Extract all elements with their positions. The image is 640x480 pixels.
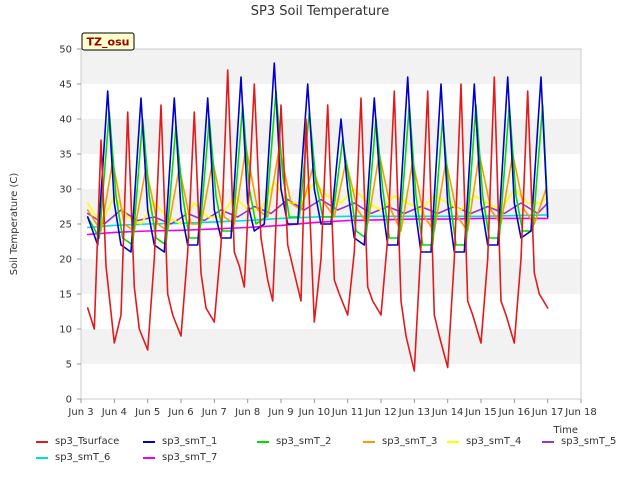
- x-tick-label: Jun 16: [498, 407, 531, 418]
- y-tick-label: 10: [59, 325, 72, 336]
- legend-swatch: [257, 440, 269, 443]
- legend-label: sp3_smT_1: [162, 436, 218, 447]
- y-tick-label: 0: [66, 395, 72, 406]
- legend-item-sp3_smT_3: sp3_smT_3: [363, 436, 437, 447]
- x-tick-label: Jun 11: [331, 407, 364, 418]
- x-tick-label: Jun 3: [67, 407, 93, 418]
- legend-swatch: [363, 440, 375, 443]
- legend-swatch: [542, 440, 554, 443]
- x-tick-label: Jun 12: [364, 407, 397, 418]
- legend-swatch: [143, 456, 155, 459]
- y-tick-label: 35: [59, 150, 72, 161]
- legend-label: sp3_smT_6: [55, 452, 111, 463]
- legend-item-sp3_smT_6: sp3_smT_6: [36, 452, 110, 463]
- legend-item-sp3_smT_2: sp3_smT_2: [257, 436, 331, 447]
- x-tick-label: Jun 17: [531, 407, 564, 418]
- legend-swatch: [36, 440, 48, 443]
- legend-label: sp3_smT_4: [466, 436, 522, 447]
- x-tick-label: Jun 14: [431, 407, 464, 418]
- x-tick-label: Jun 8: [234, 407, 260, 418]
- x-tick-label: Jun 9: [267, 407, 293, 418]
- legend-item-sp3_smT_7: sp3_smT_7: [143, 452, 217, 463]
- legend-label: sp3_smT_2: [276, 436, 332, 447]
- legend-label: sp3_smT_7: [162, 452, 218, 463]
- legend-label: sp3_smT_3: [382, 436, 438, 447]
- series-line-sp3_smT_2: [86, 90, 549, 246]
- grid-band: [81, 294, 581, 329]
- grid-band: [81, 259, 581, 294]
- x-tick-label: Jun 13: [398, 407, 431, 418]
- legend-swatch: [143, 440, 155, 443]
- y-tick-label: 15: [59, 290, 72, 301]
- x-tick-label: Jun 5: [134, 407, 160, 418]
- grid-band: [81, 84, 581, 119]
- y-tick-label: 20: [59, 255, 72, 266]
- x-tick-label: Jun 10: [298, 407, 331, 418]
- x-tick-label: Jun 7: [201, 407, 227, 418]
- grid-band: [81, 329, 581, 364]
- tz-annotation-label: TZ_osu: [87, 36, 130, 49]
- chart-title: SP3 Soil Temperature: [251, 4, 389, 19]
- grid-band: [81, 119, 581, 154]
- y-tick-label: 30: [59, 185, 72, 196]
- y-tick-label: 40: [59, 115, 72, 126]
- x-axis: Jun 3 Jun 4 Jun 5 Jun 6 Jun 7 Jun 8 Jun 9 Jun 1…: [67, 399, 597, 418]
- x-tick-label: Jun 18: [564, 407, 597, 418]
- legend-item-sp3_Tsurface: sp3_Tsurface: [36, 436, 119, 447]
- y-axis-title: Soil Temperature (C): [9, 173, 20, 276]
- y-axis: 0 5 10 15 20 25 30 35 40 45 50: [59, 45, 81, 406]
- x-axis-title: Time: [553, 425, 578, 436]
- grid-band: [81, 364, 581, 399]
- y-tick-label: 25: [59, 220, 72, 231]
- legend-item-sp3_smT_5: sp3_smT_5: [542, 436, 616, 447]
- series-layer: [86, 62, 549, 372]
- series-line-sp3_Tsurface: [86, 69, 549, 372]
- legend-item-sp3_smT_4: sp3_smT_4: [447, 436, 521, 447]
- y-tick-label: 50: [59, 45, 72, 56]
- legend-swatch: [447, 440, 459, 443]
- legend-label: sp3_smT_5: [561, 436, 617, 447]
- y-tick-label: 45: [59, 80, 72, 91]
- x-tick-label: Jun 6: [167, 407, 193, 418]
- tz-annotation: TZ_osu: [81, 32, 135, 51]
- legend-label: sp3_Tsurface: [55, 436, 120, 447]
- y-tick-label: 5: [66, 360, 72, 371]
- grid-band: [81, 49, 581, 84]
- x-tick-label: Jun 15: [464, 407, 497, 418]
- x-tick-label: Jun 4: [101, 407, 127, 418]
- legend-swatch: [36, 456, 48, 459]
- legend-item-sp3_smT_1: sp3_smT_1: [143, 436, 217, 447]
